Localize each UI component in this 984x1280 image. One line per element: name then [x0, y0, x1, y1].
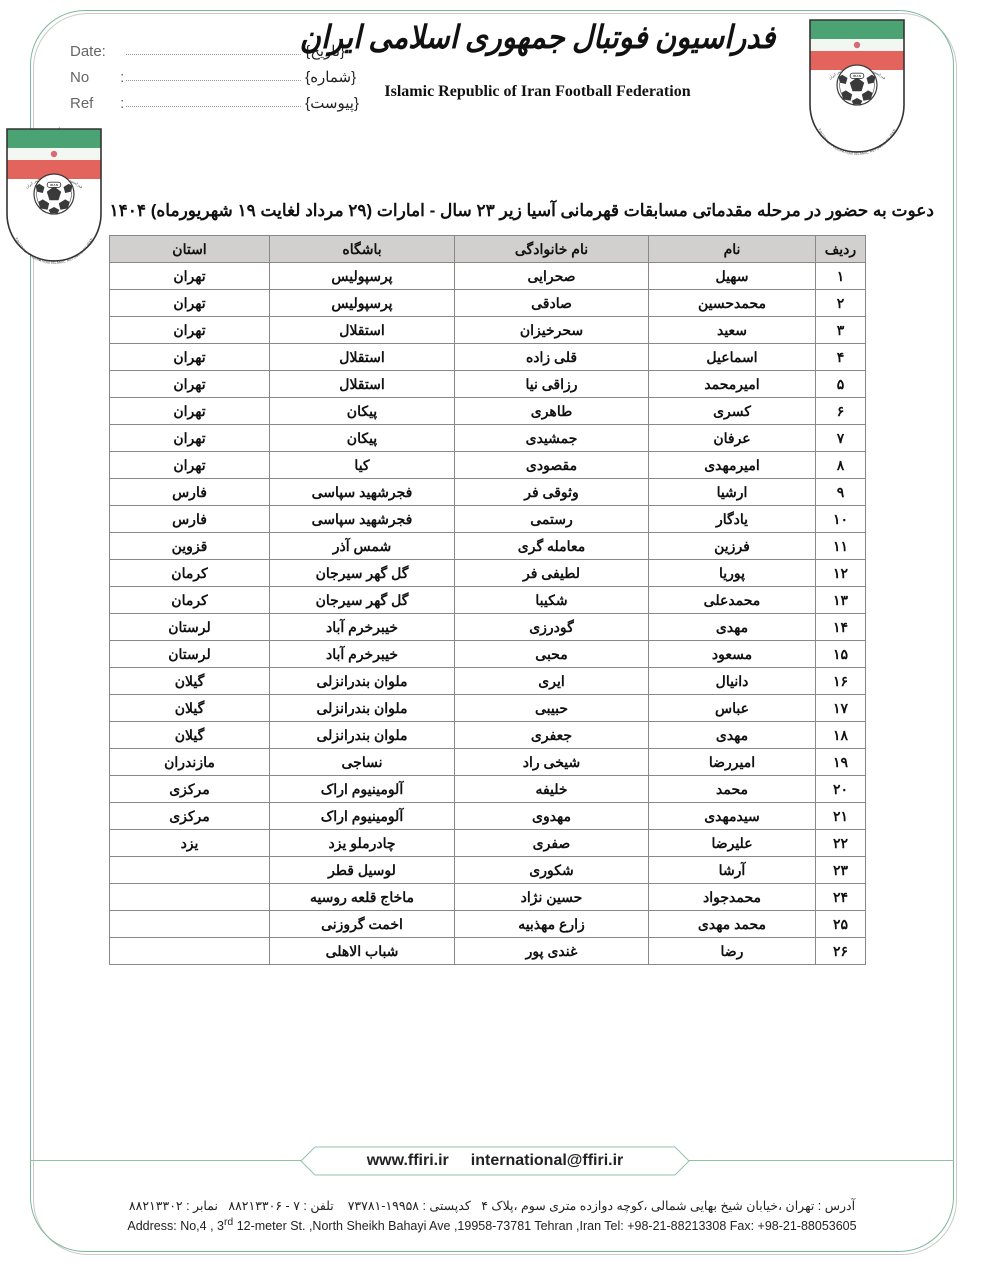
svg-text:IRAN: IRAN [50, 183, 58, 187]
